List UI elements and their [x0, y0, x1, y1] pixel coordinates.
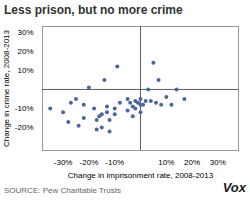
svg-text:-30%: -30% — [54, 158, 73, 167]
svg-text:30%: 30% — [210, 158, 226, 167]
svg-text:Change in imprisonment rate, 2: Change in imprisonment rate, 2008-2013 — [68, 171, 214, 180]
svg-text:-10%: -10% — [105, 158, 124, 167]
html-text:SOURCE: Pew Charitable Trusts: SOURCE: Pew Charitable Trusts — [4, 186, 121, 195]
html-text:Less prison, but no more crime: Less prison, but no more crime — [4, 3, 183, 17]
svg-text:30%: 30% — [17, 28, 33, 37]
html-text:Vox: Vox — [222, 180, 246, 195]
svg-text:20%: 20% — [184, 158, 200, 167]
svg-text:20%: 20% — [17, 47, 33, 56]
svg-text:10%: 10% — [17, 66, 33, 75]
svg-text:-10%: -10% — [15, 104, 34, 113]
svg-text:-20%: -20% — [80, 158, 99, 167]
svg-text:Change in crime rate, 2008-201: Change in crime rate, 2008-2013 — [2, 29, 11, 147]
svg-text:10%: 10% — [158, 158, 174, 167]
svg-text:-20%: -20% — [15, 123, 34, 132]
